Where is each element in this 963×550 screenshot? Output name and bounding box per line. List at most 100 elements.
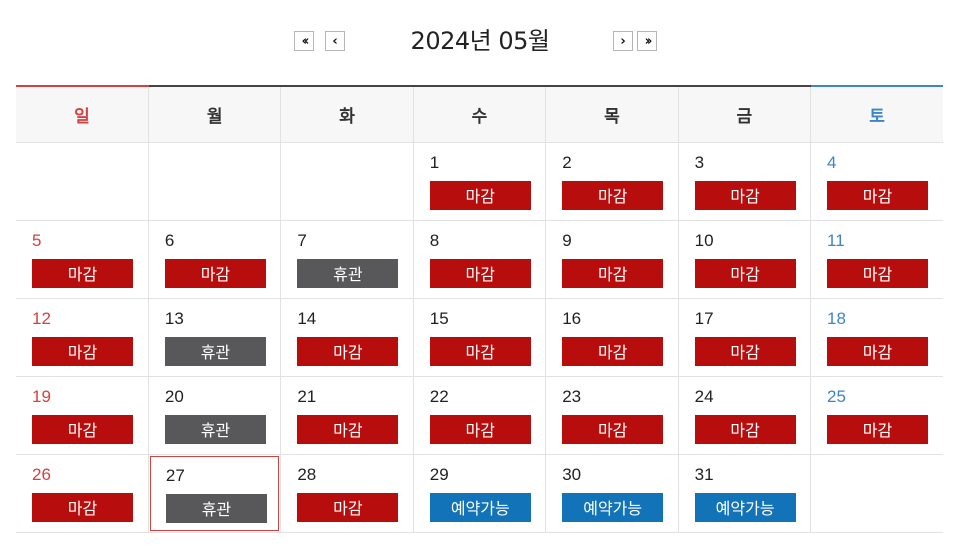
calendar-day-cell[interactable]: 27 휴관 bbox=[147, 454, 281, 533]
day-number: 16 bbox=[562, 308, 582, 328]
calendar-day-cell[interactable]: 10 마감 bbox=[677, 220, 811, 299]
status-badge-closed: 마감 bbox=[562, 258, 664, 288]
calendar-day-content: 29 예약가능 bbox=[414, 455, 545, 532]
calendar-week-row: 1 마감 2 마감 3 마감 4 마감 bbox=[16, 142, 943, 221]
calendar-day-cell[interactable]: 20 휴관 bbox=[147, 376, 281, 455]
status-badge-holiday: 휴관 bbox=[165, 493, 267, 523]
day-number: 26 bbox=[32, 464, 51, 484]
day-number: 18 bbox=[827, 308, 846, 328]
day-number: 29 bbox=[429, 464, 449, 484]
double-chevron-right-icon: ›› bbox=[644, 33, 653, 49]
calendar-day-content: 1 마감 bbox=[414, 143, 545, 220]
day-number: 23 bbox=[562, 386, 582, 406]
status-badge-closed: 마감 bbox=[694, 180, 796, 210]
day-number: 27 bbox=[165, 465, 185, 485]
calendar-week-row: 26 마감 27 휴관 28 마감 29 예약가능 30 예약가능 31 예약가능 bbox=[16, 454, 943, 533]
calendar-body: 1 마감 2 마감 3 마감 4 마감 5 마감 6 마감 7 휴관 8 마감 9 마감 10 마감 11 마감 12 마감 1… bbox=[16, 142, 943, 533]
status-badge-closed: 마감 bbox=[32, 492, 133, 522]
status-badge-closed: 마감 bbox=[32, 336, 133, 366]
calendar-day-cell[interactable]: 9 마감 bbox=[545, 220, 679, 299]
calendar-day-cell[interactable]: 26 마감 bbox=[16, 454, 149, 533]
calendar-day-cell[interactable]: 4 마감 bbox=[810, 142, 943, 221]
day-number: 3 bbox=[694, 152, 705, 172]
weekday-tuesday: 화 bbox=[280, 85, 414, 143]
calendar-day-cell[interactable]: 2 마감 bbox=[545, 142, 679, 221]
calendar-day-cell[interactable]: 16 마감 bbox=[545, 298, 679, 377]
day-number: 10 bbox=[694, 230, 714, 250]
calendar-day-cell[interactable]: 14 마감 bbox=[280, 298, 414, 377]
weekday-thursday: 목 bbox=[545, 85, 679, 143]
calendar-day-content: 28 마감 bbox=[281, 455, 412, 532]
status-badge-available[interactable]: 예약가능 bbox=[429, 492, 531, 522]
day-number: 31 bbox=[694, 464, 714, 484]
calendar-day-cell[interactable]: 13 휴관 bbox=[147, 298, 281, 377]
weekday-monday: 월 bbox=[147, 85, 281, 143]
calendar-day-content: 21 마감 bbox=[281, 377, 412, 454]
calendar-day-cell[interactable]: 11 마감 bbox=[810, 220, 943, 299]
status-badge-closed: 마감 bbox=[429, 258, 531, 288]
calendar-day-cell[interactable]: 3 마감 bbox=[677, 142, 811, 221]
calendar-day-cell[interactable]: 7 휴관 bbox=[280, 220, 414, 299]
prev-year-button[interactable]: ‹‹ bbox=[294, 31, 314, 51]
calendar-day-cell[interactable]: 5 마감 bbox=[16, 220, 149, 299]
day-number: 15 bbox=[429, 308, 449, 328]
status-badge-closed: 마감 bbox=[32, 414, 133, 444]
calendar-week-row: 12 마감 13 휴관 14 마감 15 마감 16 마감 17 마감 18 마감 bbox=[16, 298, 943, 377]
calendar-grid: 일 월 화 수 목 금 토 1 마감 2 마감 3 마감 4 마감 5 마감 6 마감 7 휴관 8 마감 9 마… bbox=[16, 85, 943, 533]
calendar-day-cell[interactable]: 31 예약가능 bbox=[677, 454, 811, 533]
next-month-button[interactable]: › bbox=[613, 31, 633, 51]
next-year-button[interactable]: ›› bbox=[637, 31, 657, 51]
day-number: 24 bbox=[694, 386, 714, 406]
calendar-day-content: 25 마감 bbox=[811, 377, 943, 454]
calendar-day-content: 12 마감 bbox=[16, 299, 148, 376]
calendar-day-content: 17 마감 bbox=[679, 299, 810, 376]
chevron-right-icon: › bbox=[620, 33, 626, 49]
calendar-day-cell[interactable]: 1 마감 bbox=[412, 142, 546, 221]
calendar-day-cell[interactable]: 24 마감 bbox=[677, 376, 811, 455]
calendar-day-cell[interactable]: 22 마감 bbox=[412, 376, 546, 455]
calendar-day-cell[interactable]: 28 마감 bbox=[280, 454, 414, 533]
calendar-day-cell[interactable]: 29 예약가능 bbox=[412, 454, 546, 533]
day-number: 20 bbox=[164, 386, 184, 406]
calendar-day-cell[interactable]: 6 마감 bbox=[147, 220, 281, 299]
calendar-day-content: 31 예약가능 bbox=[679, 455, 810, 532]
calendar-day-content: 14 마감 bbox=[281, 299, 412, 376]
day-number: 30 bbox=[562, 464, 582, 484]
weekday-sunday: 일 bbox=[16, 85, 149, 143]
day-number: 19 bbox=[32, 386, 51, 406]
calendar-day-cell[interactable]: 30 예약가능 bbox=[545, 454, 679, 533]
calendar-day-content: 22 마감 bbox=[414, 377, 545, 454]
calendar-day-content: 30 예약가능 bbox=[546, 455, 677, 532]
calendar-day-cell[interactable]: 15 마감 bbox=[412, 298, 546, 377]
status-badge-available[interactable]: 예약가능 bbox=[562, 492, 664, 522]
status-badge-closed: 마감 bbox=[32, 258, 133, 288]
status-badge-available[interactable]: 예약가능 bbox=[694, 492, 796, 522]
status-badge-closed: 마감 bbox=[694, 258, 796, 288]
day-number: 7 bbox=[297, 230, 307, 250]
calendar-day-cell[interactable]: 23 마감 bbox=[545, 376, 679, 455]
weekday-wednesday: 수 bbox=[412, 85, 546, 143]
calendar-day-content: 18 마감 bbox=[811, 299, 943, 376]
calendar-day-cell[interactable]: 21 마감 bbox=[280, 376, 414, 455]
day-number: 22 bbox=[429, 386, 449, 406]
status-badge-holiday: 휴관 bbox=[297, 258, 399, 288]
calendar-day-cell[interactable]: 17 마감 bbox=[677, 298, 811, 377]
calendar-day-content: 24 마감 bbox=[679, 377, 810, 454]
calendar-day-cell[interactable]: 12 마감 bbox=[16, 298, 149, 377]
prev-month-button[interactable]: ‹ bbox=[325, 31, 345, 51]
status-badge-holiday: 휴관 bbox=[164, 414, 266, 444]
day-number: 13 bbox=[164, 308, 184, 328]
status-badge-closed: 마감 bbox=[164, 258, 266, 288]
status-badge-closed: 마감 bbox=[429, 336, 531, 366]
calendar-day-cell[interactable]: 25 마감 bbox=[810, 376, 943, 455]
calendar-day-cell[interactable]: 18 마감 bbox=[810, 298, 943, 377]
calendar-day-content: 4 마감 bbox=[811, 143, 943, 220]
calendar-day-content: 11 마감 bbox=[811, 221, 943, 298]
day-number: 1 bbox=[429, 152, 440, 172]
calendar-day-cell[interactable]: 8 마감 bbox=[412, 220, 546, 299]
calendar-day-content: 10 마감 bbox=[679, 221, 810, 298]
calendar-day-cell[interactable]: 19 마감 bbox=[16, 376, 149, 455]
status-badge-closed: 마감 bbox=[297, 492, 399, 522]
calendar-day-content: 15 마감 bbox=[414, 299, 545, 376]
calendar-empty-cell bbox=[16, 142, 149, 221]
